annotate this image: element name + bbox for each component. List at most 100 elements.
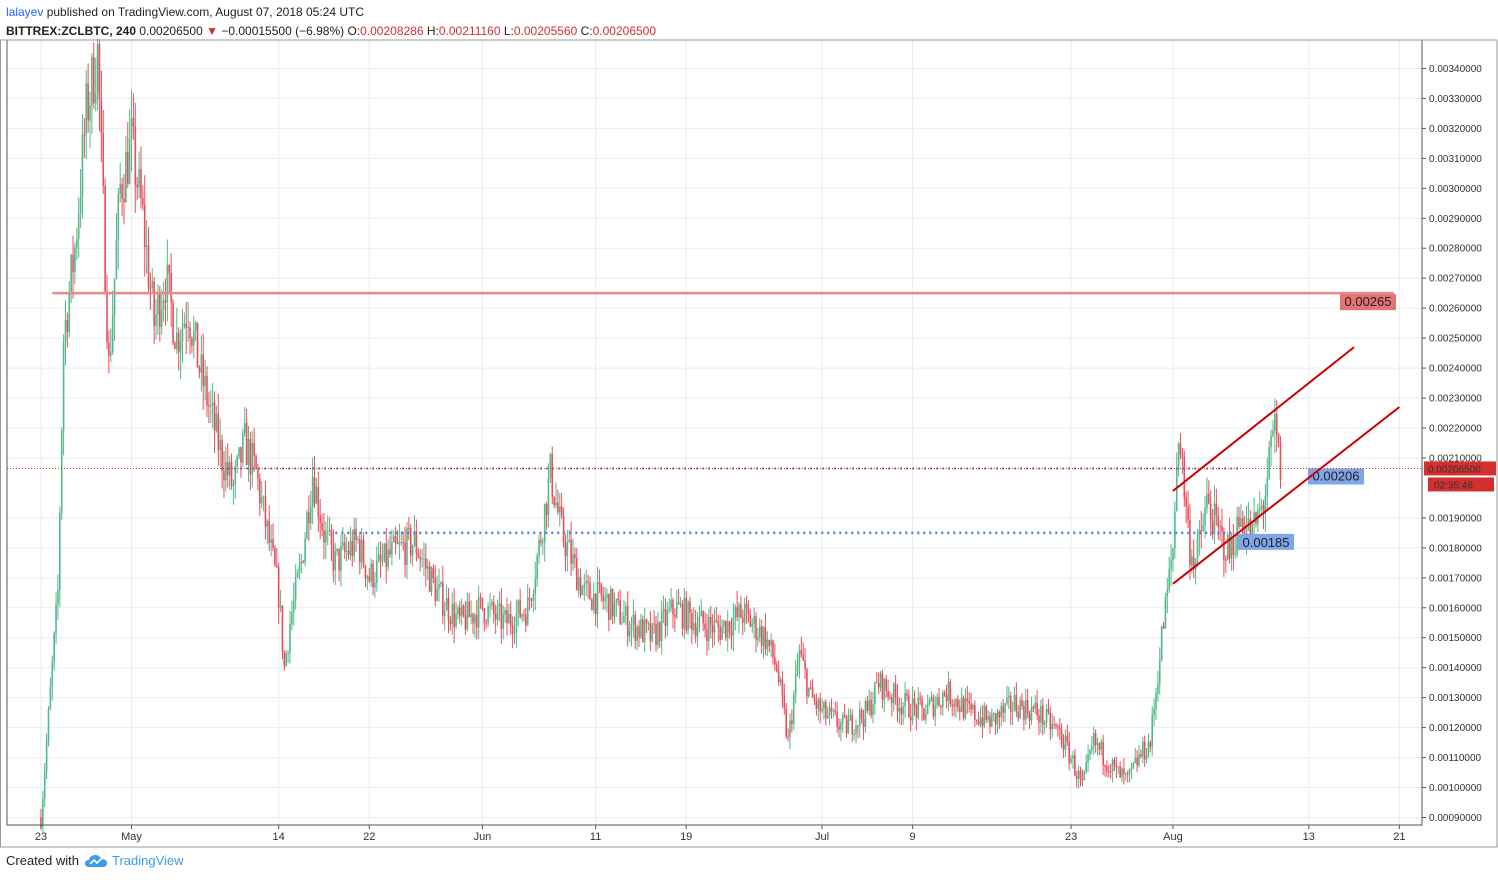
candle-down	[208, 405, 210, 407]
candle-down	[966, 698, 969, 701]
candle-up	[1013, 694, 1016, 711]
candle-up	[1258, 507, 1261, 511]
candle-up	[1045, 709, 1048, 723]
candle-down	[949, 681, 952, 705]
candle-down	[1232, 538, 1235, 555]
level-label-box	[1308, 468, 1364, 485]
tradingview-brand-link[interactable]: TradingView	[84, 853, 184, 868]
time-axis[interactable]: 23 May 14 22 Jun 11 19 Jul 9 23 Aug 13 21	[35, 825, 1406, 843]
candle-up	[577, 577, 580, 591]
candle-down	[372, 563, 374, 588]
candle-down	[347, 550, 350, 555]
candle-down	[434, 578, 437, 602]
candle-down	[845, 716, 848, 734]
candle-up	[270, 539, 272, 543]
candle-up	[357, 539, 359, 541]
candle-up	[375, 560, 378, 583]
candle-down	[428, 566, 431, 592]
publish-line: lalayev published on TradingView.com, Au…	[6, 4, 656, 20]
candle-down	[1215, 503, 1218, 516]
candle-down	[836, 712, 838, 727]
annotations[interactable]: 0.00265 0.00206 0.00185	[7, 291, 1422, 585]
candle-down	[66, 320, 69, 333]
candle-up	[604, 597, 606, 602]
candle-up	[455, 613, 457, 627]
candle-up	[1121, 768, 1123, 778]
candle-up	[926, 703, 929, 714]
candle-down	[862, 719, 865, 727]
candle-down	[83, 134, 86, 136]
candle-down	[891, 697, 893, 704]
candle-up	[925, 713, 927, 720]
candle-up	[868, 699, 871, 711]
y-tick-label: 0.00290000	[1429, 214, 1482, 225]
candle-up	[200, 354, 203, 373]
candle-down	[781, 679, 784, 695]
candle-down	[355, 528, 357, 540]
candle-down	[226, 462, 229, 476]
candle-up	[1174, 511, 1176, 549]
candle-up	[315, 486, 318, 504]
plot-background	[7, 40, 1422, 825]
candle-up	[632, 614, 635, 624]
candle-up	[1117, 766, 1120, 768]
candle-up	[460, 605, 463, 617]
candle-up	[474, 614, 476, 624]
candle-up	[991, 713, 993, 727]
candle-down	[994, 713, 997, 725]
candle-down	[658, 622, 661, 642]
high-value: 0.00211160	[438, 24, 501, 38]
candle-down	[866, 700, 869, 711]
candle-down	[860, 710, 863, 720]
author-link[interactable]: lalayev	[6, 5, 44, 19]
candle-up	[628, 630, 631, 637]
candle-up	[1092, 732, 1095, 747]
candle-down	[809, 687, 812, 689]
candle-up	[823, 701, 825, 710]
candle-down	[223, 470, 225, 481]
candle-up	[1077, 770, 1080, 779]
candle-up	[289, 623, 291, 653]
candle-down	[702, 611, 704, 624]
candle-down	[932, 697, 935, 717]
candle-down	[653, 623, 655, 625]
candle-up	[309, 507, 312, 524]
x-tick-label: 23	[35, 831, 47, 843]
candle-up	[941, 692, 944, 708]
candle-up	[70, 255, 72, 293]
candle-up	[1130, 767, 1133, 769]
candle-down	[1224, 559, 1227, 561]
candle-up	[826, 715, 829, 719]
candle-up	[345, 550, 348, 552]
candle-down	[313, 477, 316, 504]
candle-down	[351, 541, 354, 557]
candle-down	[719, 627, 721, 640]
candle-down	[1126, 773, 1129, 775]
candle-up	[387, 549, 389, 567]
candle-up	[660, 611, 663, 642]
candle-up	[583, 583, 586, 587]
candle-up	[300, 561, 303, 565]
candle-down	[1123, 768, 1125, 774]
chart-frame	[0, 39, 1498, 848]
candle-up	[1040, 706, 1042, 723]
candle-up	[436, 588, 438, 602]
candle-down	[951, 704, 954, 706]
candle-down	[1109, 771, 1112, 773]
candle-up	[708, 616, 710, 641]
created-with-text: Created with	[6, 853, 79, 868]
candle-up	[234, 466, 237, 485]
candle-up	[592, 593, 595, 611]
candle-down	[525, 614, 527, 626]
candle-down	[321, 522, 323, 531]
ohlc-line: BITTREX:ZCLBTC, 240 0.00206500 ▼ −0.0001…	[6, 23, 656, 39]
candle-up	[904, 693, 906, 707]
price-axis[interactable]: 0.00340000 0.00330000 0.00320000 0.00310000…	[1422, 64, 1496, 824]
candle-up	[606, 594, 608, 598]
candle-down	[1026, 699, 1029, 714]
publish-info: published on TradingView.com, August 07,…	[46, 5, 365, 19]
candle-down	[830, 707, 833, 712]
candle-up	[960, 697, 963, 712]
candle-up	[62, 341, 65, 431]
